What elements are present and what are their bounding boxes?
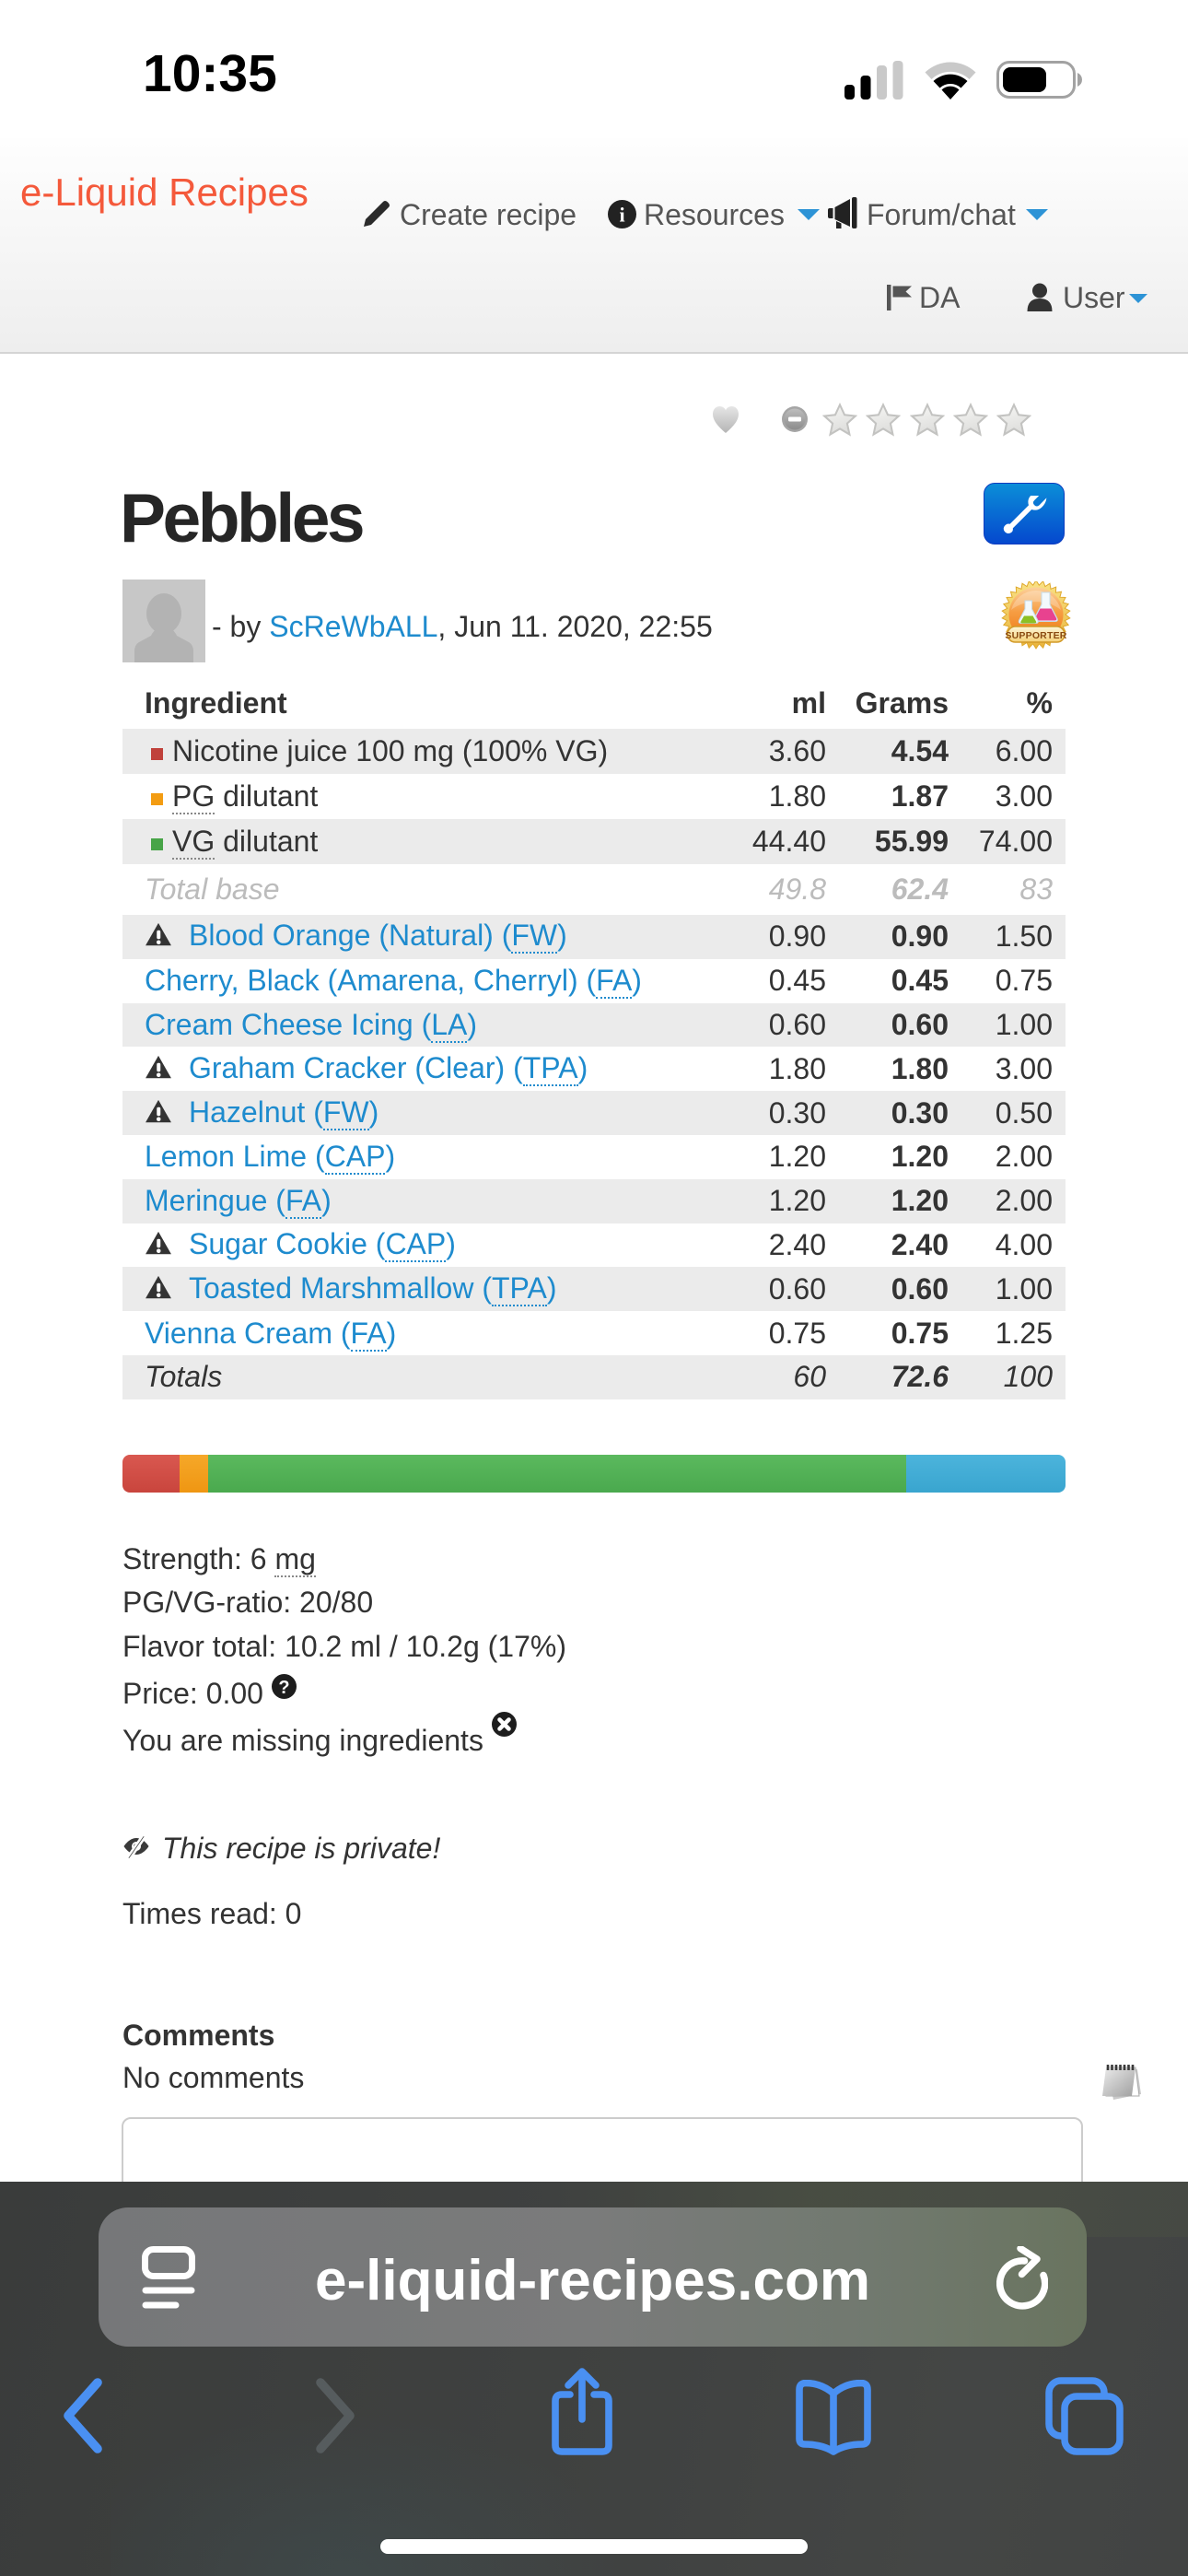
svg-text:i: i: [619, 204, 624, 227]
svg-text:?: ?: [278, 1678, 289, 1698]
svg-text:SUPPORTER: SUPPORTER: [1005, 630, 1066, 641]
